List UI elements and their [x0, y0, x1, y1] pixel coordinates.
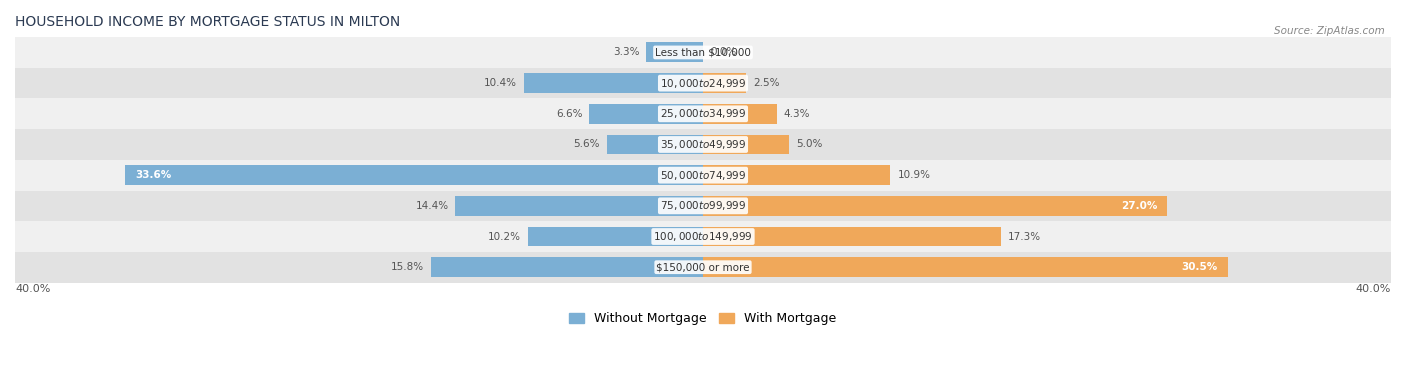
Bar — [589, 104, 703, 124]
Text: 0.0%: 0.0% — [710, 48, 737, 57]
Text: 10.4%: 10.4% — [484, 78, 517, 88]
Bar — [125, 165, 703, 185]
Text: 3.3%: 3.3% — [613, 48, 640, 57]
Bar — [15, 37, 1391, 68]
Text: 15.8%: 15.8% — [391, 262, 425, 272]
Text: 40.0%: 40.0% — [15, 284, 51, 294]
Bar — [15, 129, 1391, 160]
Bar — [703, 257, 1227, 277]
Bar — [703, 196, 1167, 216]
Bar — [15, 98, 1391, 129]
Text: $25,000 to $34,999: $25,000 to $34,999 — [659, 107, 747, 120]
Text: 6.6%: 6.6% — [557, 109, 582, 119]
Text: Source: ZipAtlas.com: Source: ZipAtlas.com — [1274, 26, 1385, 36]
Bar — [15, 160, 1391, 191]
Bar — [703, 135, 789, 155]
Text: $100,000 to $149,999: $100,000 to $149,999 — [654, 230, 752, 243]
Text: Less than $10,000: Less than $10,000 — [655, 48, 751, 57]
Bar — [703, 73, 747, 93]
Text: 17.3%: 17.3% — [1008, 231, 1040, 242]
Bar — [647, 42, 703, 62]
Text: 27.0%: 27.0% — [1121, 201, 1157, 211]
Legend: Without Mortgage, With Mortgage: Without Mortgage, With Mortgage — [564, 307, 842, 330]
Text: 30.5%: 30.5% — [1181, 262, 1218, 272]
Text: 4.3%: 4.3% — [783, 109, 810, 119]
Text: HOUSEHOLD INCOME BY MORTGAGE STATUS IN MILTON: HOUSEHOLD INCOME BY MORTGAGE STATUS IN M… — [15, 15, 401, 29]
Text: $50,000 to $74,999: $50,000 to $74,999 — [659, 169, 747, 182]
Bar — [432, 257, 703, 277]
Text: 10.9%: 10.9% — [897, 170, 931, 180]
Bar — [15, 221, 1391, 252]
Bar — [703, 165, 890, 185]
Text: $150,000 or more: $150,000 or more — [657, 262, 749, 272]
Text: 5.0%: 5.0% — [796, 139, 823, 149]
Text: 33.6%: 33.6% — [135, 170, 172, 180]
Text: 14.4%: 14.4% — [415, 201, 449, 211]
Text: $35,000 to $49,999: $35,000 to $49,999 — [659, 138, 747, 151]
Text: 10.2%: 10.2% — [488, 231, 520, 242]
Bar — [15, 68, 1391, 98]
Bar — [15, 252, 1391, 282]
Bar — [15, 191, 1391, 221]
Bar — [524, 73, 703, 93]
Text: 40.0%: 40.0% — [1355, 284, 1391, 294]
Text: $75,000 to $99,999: $75,000 to $99,999 — [659, 199, 747, 212]
Text: 2.5%: 2.5% — [752, 78, 779, 88]
Bar — [456, 196, 703, 216]
Bar — [703, 226, 1001, 246]
Bar — [527, 226, 703, 246]
Text: $10,000 to $24,999: $10,000 to $24,999 — [659, 77, 747, 90]
Bar — [606, 135, 703, 155]
Text: 5.6%: 5.6% — [574, 139, 600, 149]
Bar — [703, 104, 778, 124]
